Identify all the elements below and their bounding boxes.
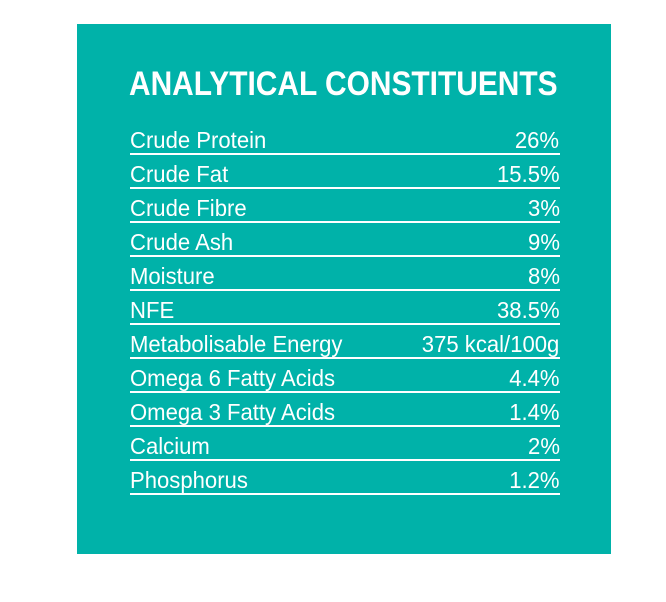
row-value: 9% [527, 229, 560, 256]
row-label: Omega 6 Fatty Acids [129, 365, 335, 392]
table-row-crude-protein: Crude Protein 26% [129, 121, 560, 156]
row-value: 2% [527, 433, 560, 460]
analytical-constituents-panel: ANALYTICAL CONSTITUENTS Crude Protein 26… [77, 24, 611, 554]
table-row-crude-ash: Crude Ash 9% [129, 223, 560, 258]
row-value: 15.5% [496, 161, 560, 188]
row-value: 375 kcal/100g [421, 331, 560, 358]
row-label: NFE [129, 297, 174, 324]
row-label: Crude Ash [129, 229, 233, 256]
table-row-phosphorus: Phosphorus 1.2% [129, 461, 560, 496]
table-row-moisture: Moisture 8% [129, 257, 560, 292]
table-row-crude-fibre: Crude Fibre 3% [129, 189, 560, 224]
row-label: Omega 3 Fatty Acids [129, 399, 335, 426]
row-value: 4.4% [509, 365, 560, 392]
table-row-omega-6-fatty-acids: Omega 6 Fatty Acids 4.4% [129, 359, 560, 394]
row-value: 38.5% [496, 297, 560, 324]
row-label: Crude Fibre [129, 195, 247, 222]
panel-title: ANALYTICAL CONSTITUENTS [129, 65, 558, 103]
row-value: 1.2% [509, 467, 560, 494]
row-label: Moisture [129, 263, 215, 290]
row-label: Crude Protein [129, 127, 266, 154]
table-row-nfe: NFE 38.5% [129, 291, 560, 326]
row-label: Phosphorus [129, 467, 248, 494]
row-value: 8% [527, 263, 560, 290]
row-value: 1.4% [509, 399, 560, 426]
row-value: 3% [527, 195, 560, 222]
table-row-crude-fat: Crude Fat 15.5% [129, 155, 560, 190]
row-label: Calcium [129, 433, 210, 460]
table-row-calcium: Calcium 2% [129, 427, 560, 462]
table-row-omega-3-fatty-acids: Omega 3 Fatty Acids 1.4% [129, 393, 560, 428]
row-label: Metabolisable Energy [129, 331, 342, 358]
constituents-table: Crude Protein 26% Crude Fat 15.5% Crude … [129, 121, 560, 496]
row-label: Crude Fat [129, 161, 228, 188]
row-value: 26% [515, 127, 560, 154]
table-row-metabolisable-energy: Metabolisable Energy 375 kcal/100g [129, 325, 560, 360]
